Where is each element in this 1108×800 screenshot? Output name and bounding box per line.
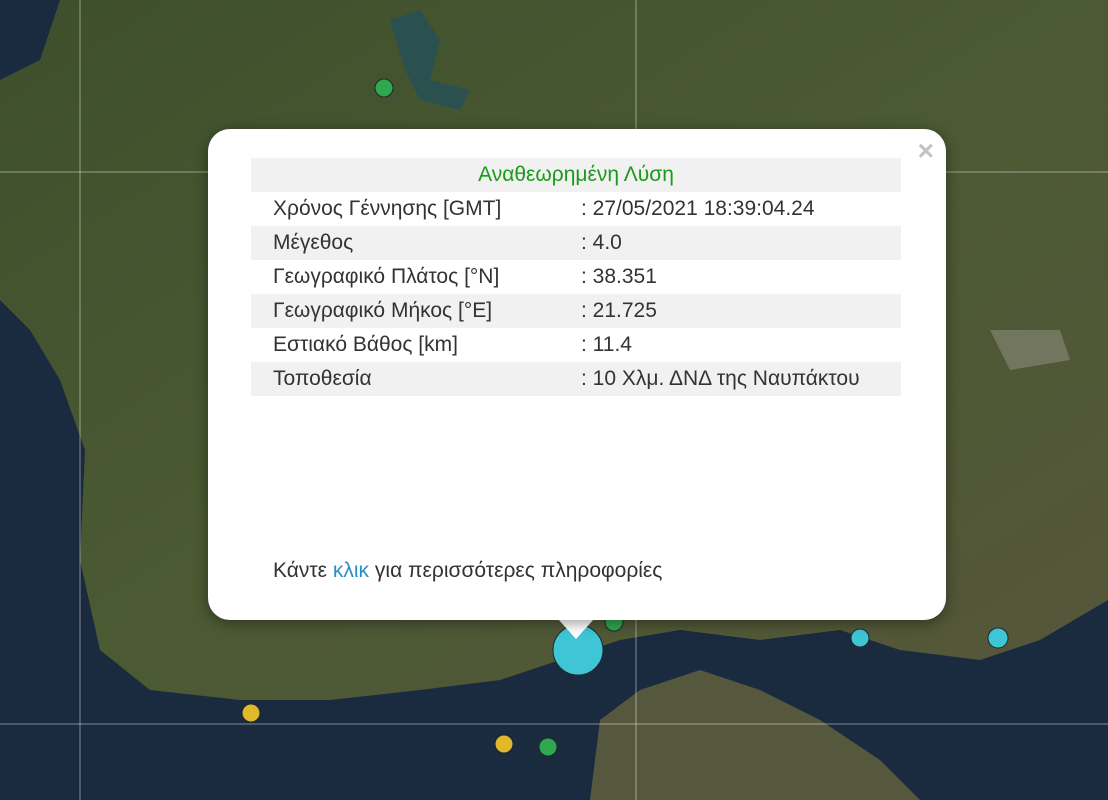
- row-value: : 10 Χλμ. ΔΝΔ της Ναυπάκτου: [563, 362, 901, 396]
- popup-tip: [558, 619, 594, 639]
- row-value: : 27/05/2021 18:39:04.24: [581, 197, 815, 220]
- footer-text: για περισσότερες πληροφορίες: [369, 559, 663, 582]
- land-peloponnese: [590, 670, 920, 800]
- table-row: Χρόνος Γέννησης [GMT] : 27/05/2021 18:39:…: [251, 192, 901, 226]
- table-row: Γεωγραφικό Μήκος [°E]: 21.725: [251, 294, 901, 328]
- row-label: Γεωγραφικό Πλάτος [°N]: [273, 265, 500, 288]
- row-label: Εστιακό Βάθος [km]: [273, 333, 458, 356]
- popup-footer: Κάντε κλικ για περισσότερες πληροφορίες: [273, 559, 662, 583]
- row-label: Γεωγραφικό Μήκος [°E]: [251, 294, 563, 328]
- earthquake-marker[interactable]: [850, 628, 870, 648]
- row-value: : 4.0: [563, 226, 901, 260]
- table-row: Γεωγραφικό Πλάτος [°N] : 38.351: [251, 260, 901, 294]
- table-row: Εστιακό Βάθος [km] : 11.4: [251, 328, 901, 362]
- row-value: : 11.4: [581, 333, 632, 356]
- earthquake-marker[interactable]: [241, 703, 261, 723]
- earthquake-marker[interactable]: [494, 734, 514, 754]
- row-value: : 38.351: [581, 265, 657, 288]
- row-value: : 21.725: [563, 294, 901, 328]
- table-row: Μέγεθος: 4.0: [251, 226, 901, 260]
- row-label: Μέγεθος: [251, 226, 563, 260]
- table-row: Τοποθεσία: 10 Χλμ. ΔΝΔ της Ναυπάκτου: [251, 362, 901, 396]
- earthquake-info-table: Αναθεωρημένη Λύση Χρόνος Γέννησης [GMT]:…: [251, 158, 901, 396]
- footer-text: Κάντε: [273, 559, 333, 582]
- earthquake-marker[interactable]: [538, 737, 558, 757]
- popup-title: Αναθεωρημένη Λύση: [251, 158, 901, 192]
- earthquake-marker[interactable]: [374, 78, 394, 98]
- more-info-link[interactable]: κλικ: [332, 559, 370, 582]
- row-label: Τοποθεσία: [251, 362, 563, 396]
- earthquake-marker[interactable]: [987, 627, 1009, 649]
- close-icon[interactable]: ×: [917, 135, 934, 166]
- lake: [390, 10, 470, 110]
- earthquake-popup: × Αναθεωρημένη Λύση Χρόνος Γέννησης [GMT…: [208, 129, 946, 620]
- row-label: Χρόνος Γέννησης [GMT]: [273, 197, 502, 220]
- mountain-snow: [990, 330, 1070, 370]
